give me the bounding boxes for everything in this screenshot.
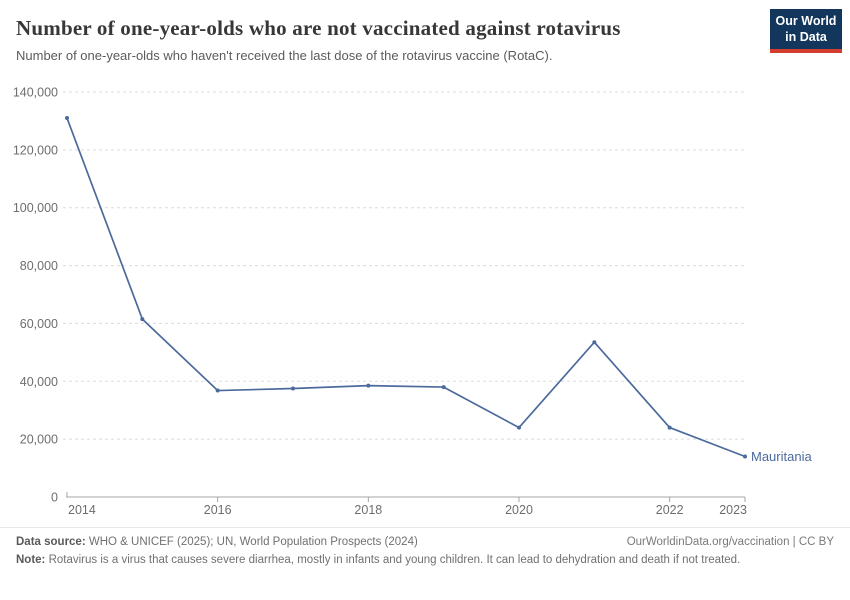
chart-note-text: Rotavirus is a virus that causes severe … xyxy=(45,553,741,566)
y-tick-label: 80,000 xyxy=(20,259,58,273)
data-source-text: WHO & UNICEF (2025); UN, World Populatio… xyxy=(85,536,418,548)
x-tick-label: 2020 xyxy=(505,503,533,517)
chart-footer: Data source: WHO & UNICEF (2025); UN, Wo… xyxy=(0,527,850,569)
y-tick-label: 120,000 xyxy=(13,143,58,157)
data-point[interactable] xyxy=(366,383,371,388)
y-tick-label: 0 xyxy=(51,491,58,505)
data-source-label: Data source: xyxy=(16,536,86,548)
data-point[interactable] xyxy=(215,388,220,393)
x-tick-label: 2022 xyxy=(656,503,684,517)
chart-note: Note: Rotavirus is a virus that causes s… xyxy=(16,553,798,569)
x-tick-label: 2018 xyxy=(354,503,382,517)
chart-note-label: Note: xyxy=(16,553,46,566)
y-tick-label: 20,000 xyxy=(20,433,58,447)
y-tick-label: 60,000 xyxy=(20,317,58,331)
data-point[interactable] xyxy=(743,454,747,459)
y-tick-label: 40,000 xyxy=(20,375,58,389)
x-tick-label: 2014 xyxy=(68,503,96,517)
x-tick-label: 2016 xyxy=(204,503,232,517)
data-point[interactable] xyxy=(667,425,672,430)
owid-logo-line2: in Data xyxy=(785,29,827,44)
data-point[interactable] xyxy=(517,425,521,430)
chart-title: Number of one-year-olds who are not vacc… xyxy=(16,16,621,40)
data-point[interactable] xyxy=(441,385,446,390)
owid-license-link[interactable]: OurWorldinData.org/vaccination | CC BY xyxy=(626,536,834,548)
data-point[interactable] xyxy=(291,386,295,391)
data-point[interactable] xyxy=(140,317,145,322)
series-line-mauritania[interactable] xyxy=(66,117,746,458)
data-point[interactable] xyxy=(65,116,69,121)
y-tick-label: 100,000 xyxy=(13,201,58,215)
owid-logo-line1: Our World xyxy=(775,14,837,28)
y-tick-label: 140,000 xyxy=(13,86,58,100)
chart-subtitle: Number of one-year-olds who haven't rece… xyxy=(16,48,553,64)
data-point[interactable] xyxy=(592,340,597,345)
chart-header: Number of one-year-olds who are not vacc… xyxy=(16,16,755,63)
data-source: Data source: WHO & UNICEF (2025); UN, Wo… xyxy=(16,535,418,551)
owid-logo[interactable]: Our World in Data xyxy=(770,9,842,54)
series-label[interactable]: Mauritania xyxy=(751,449,812,464)
x-tick-label: 2023 xyxy=(719,503,747,517)
